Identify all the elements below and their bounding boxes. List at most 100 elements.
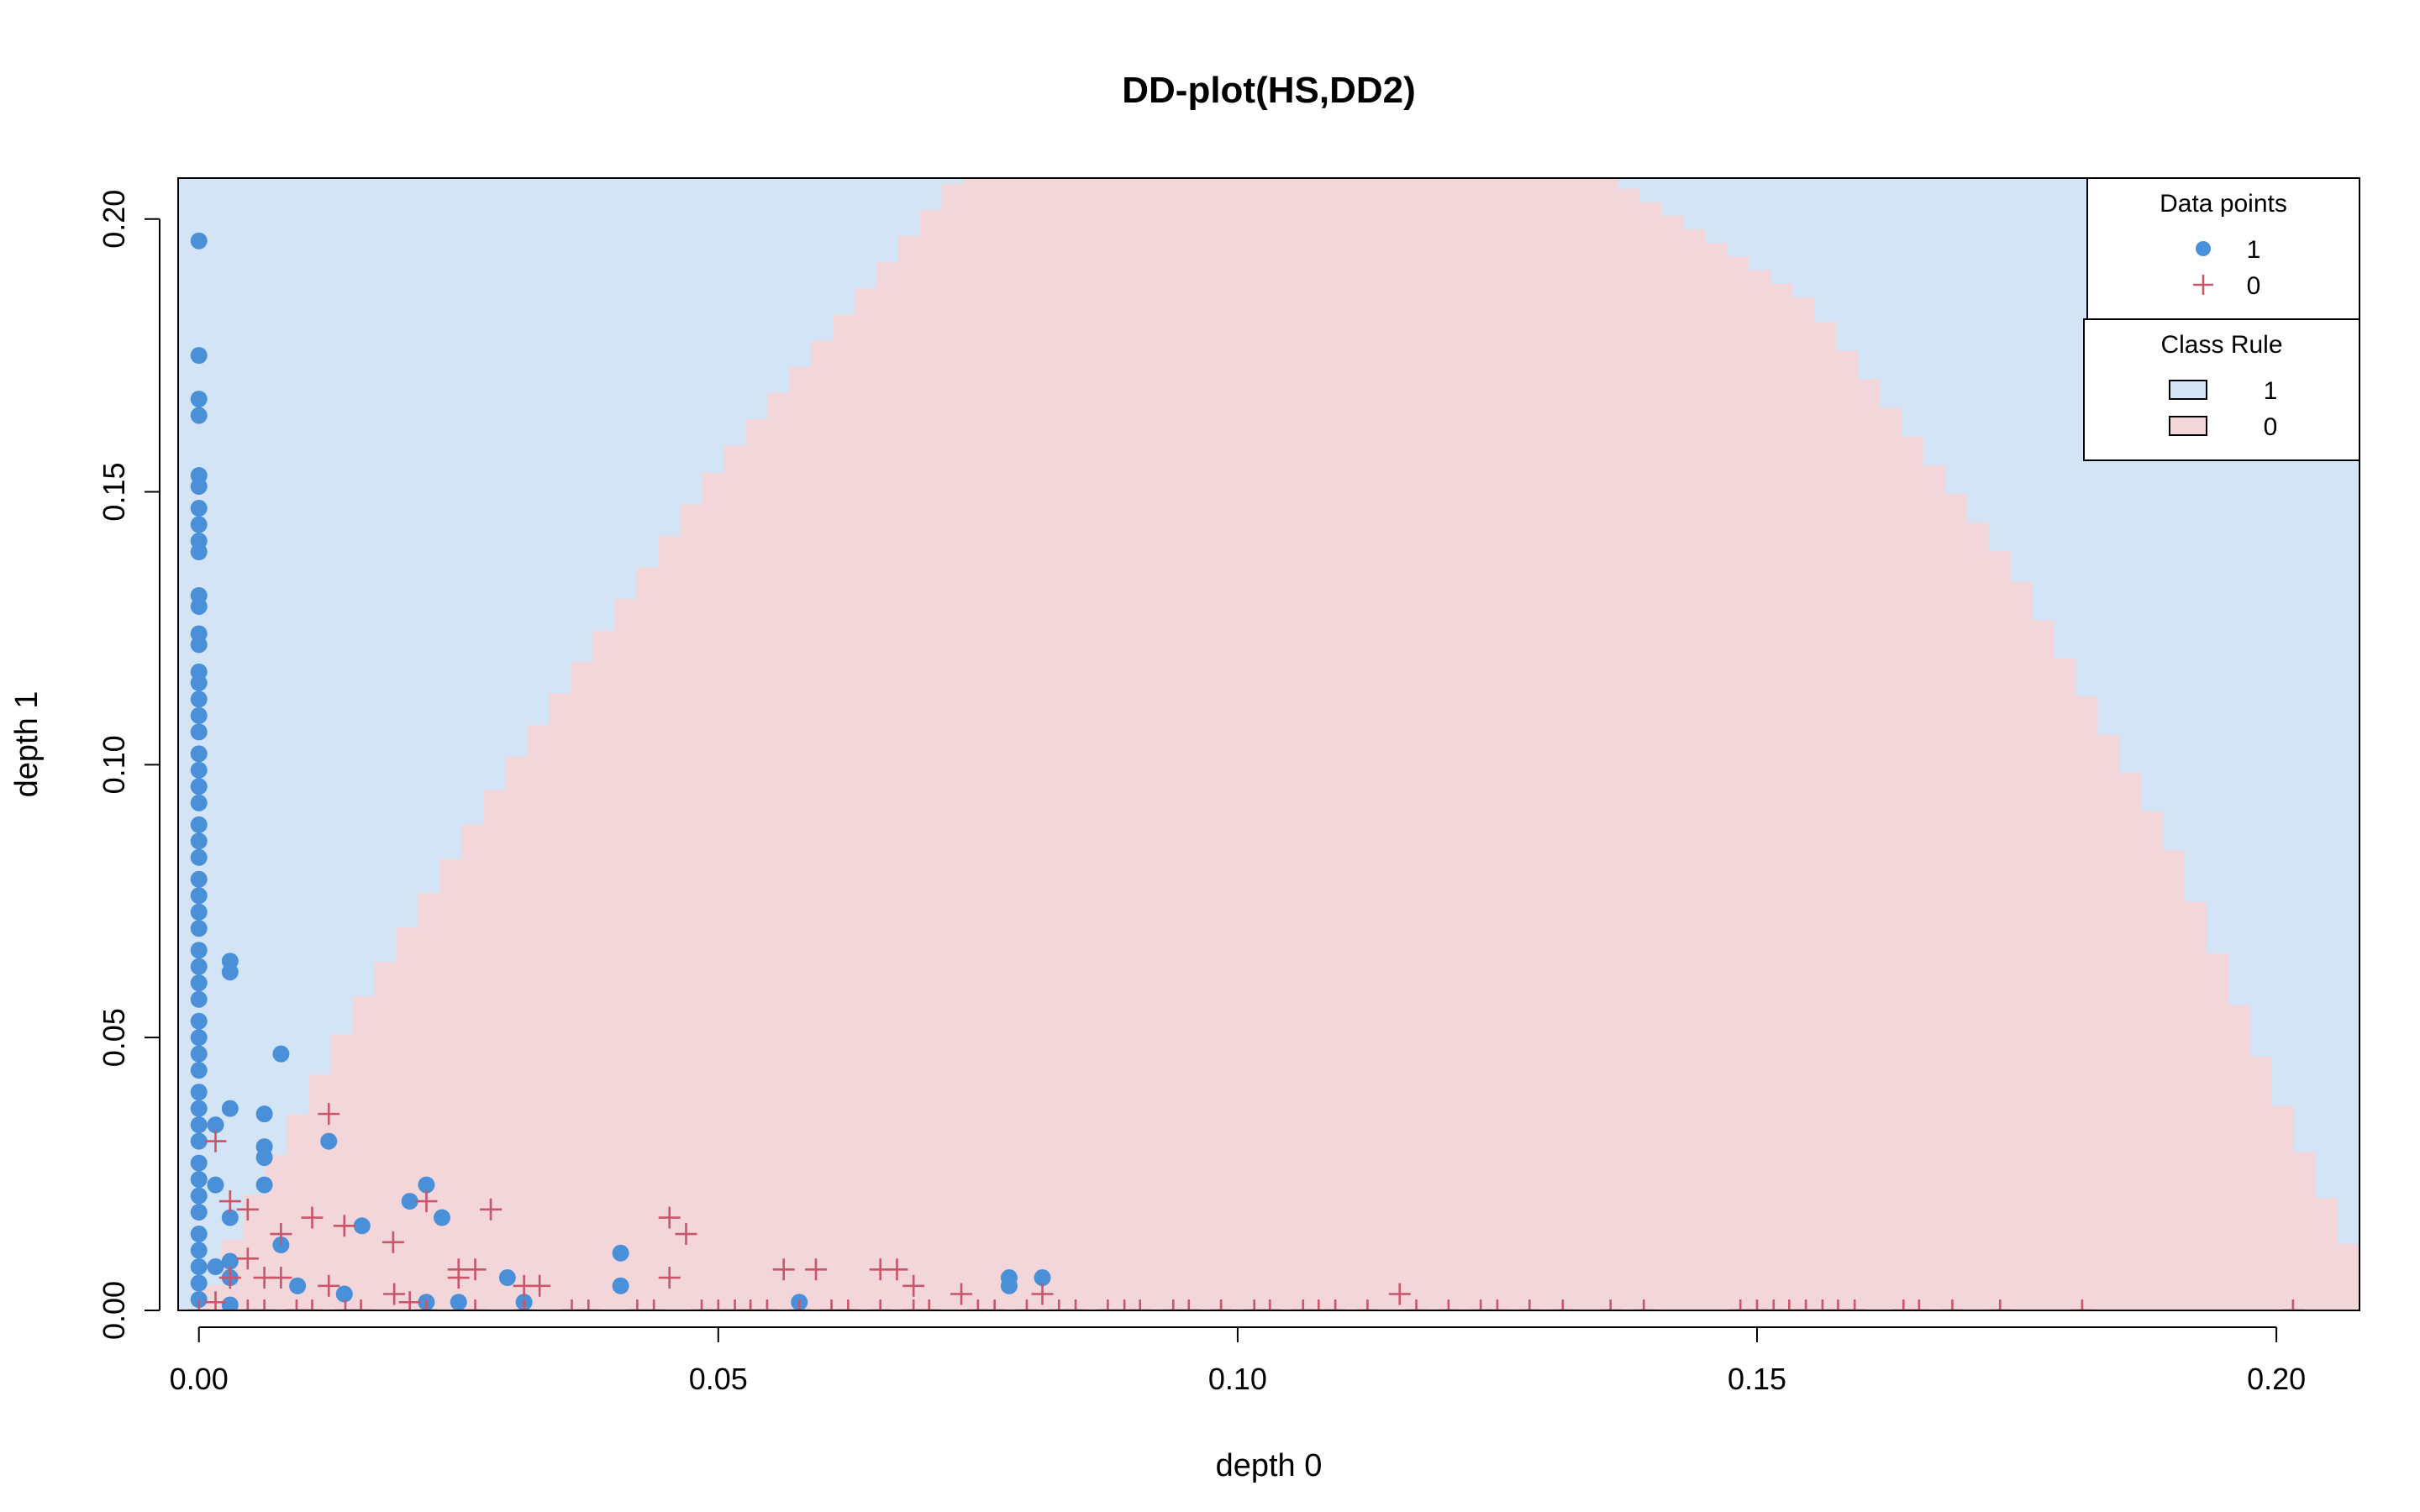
data-point-class-0 — [1177, 1299, 1200, 1310]
data-point-class-1 — [207, 1258, 224, 1276]
data-point-class-0 — [837, 1299, 860, 1310]
data-point-class-0 — [772, 1258, 795, 1281]
data-point-class-0 — [1844, 1299, 1866, 1310]
legend-entry-label: 0 — [2264, 413, 2278, 441]
data-point-class-0 — [383, 1283, 406, 1305]
class-rule-region-layer — [178, 178, 2360, 1310]
data-point-class-0 — [415, 1190, 438, 1213]
data-point-class-0 — [1729, 1299, 1752, 1310]
data-point-class-0 — [1356, 1299, 1379, 1310]
series-1 — [190, 232, 1051, 1310]
data-point-class-1 — [190, 745, 208, 763]
data-point-class-1 — [221, 1296, 239, 1310]
data-point-class-0 — [643, 1299, 666, 1310]
data-point-class-0 — [464, 1299, 487, 1310]
data-point-class-1 — [190, 674, 208, 691]
y-tick-label: 0.00 — [97, 1281, 131, 1340]
data-point-class-0 — [204, 1130, 227, 1152]
data-point-class-0 — [187, 1299, 210, 1310]
data-point-class-0 — [529, 1274, 551, 1297]
data-point-class-1 — [221, 1100, 239, 1117]
data-point-class-0 — [1292, 1299, 1314, 1310]
data-point-class-0 — [820, 1299, 843, 1310]
data-point-class-1 — [190, 1226, 208, 1243]
data-point-class-0 — [1065, 1299, 1087, 1310]
data-point-class-1 — [190, 706, 208, 724]
data-point-class-0 — [1324, 1299, 1347, 1310]
legend-circle-icon — [2196, 241, 2211, 256]
class-rule-region-0 — [178, 178, 2360, 1310]
data-point-class-1 — [255, 1149, 273, 1167]
data-point-class-1 — [190, 870, 208, 888]
legend-box — [2083, 318, 2360, 461]
data-point-class-0 — [2281, 1299, 2304, 1310]
legend-entry-label: 1 — [2264, 377, 2278, 405]
data-point-class-0 — [626, 1299, 649, 1310]
data-points-layer — [187, 232, 2304, 1310]
data-point-class-1 — [190, 347, 208, 365]
data-point-class-1 — [190, 500, 208, 517]
data-point-class-0 — [739, 1299, 762, 1310]
data-point-class-1 — [190, 636, 208, 654]
data-point-class-0 — [236, 1198, 259, 1221]
data-point-class-1 — [190, 832, 208, 850]
data-point-class-1 — [289, 1277, 307, 1294]
data-point-class-0 — [1048, 1299, 1071, 1310]
y-tick-label: 0.10 — [97, 735, 131, 794]
data-point-class-0 — [983, 1299, 1006, 1310]
data-point-class-0 — [301, 1299, 324, 1310]
data-point-class-0 — [723, 1299, 746, 1310]
data-point-class-0 — [270, 1267, 292, 1289]
data-point-class-0 — [1162, 1299, 1185, 1310]
data-point-class-1 — [190, 778, 208, 795]
data-point-class-0 — [218, 1267, 241, 1289]
data-point-class-0 — [1746, 1299, 1769, 1310]
x-tick-label: 0.05 — [689, 1362, 748, 1396]
data-point-class-1 — [190, 1012, 208, 1030]
data-point-class-0 — [1486, 1299, 1508, 1310]
data-point-class-0 — [805, 1258, 828, 1281]
data-point-class-1 — [433, 1209, 450, 1226]
x-tick-label: 0.15 — [1728, 1362, 1786, 1396]
legend-entry-label: 1 — [2247, 236, 2261, 264]
x-tick-label: 0.20 — [2247, 1362, 2306, 1396]
data-point-class-0 — [236, 1247, 259, 1270]
data-point-class-0 — [658, 1206, 681, 1229]
data-point-class-0 — [675, 1223, 697, 1246]
y-tick-label: 0.20 — [97, 190, 131, 249]
legend-layer: Data points 1 0 Class Rule 1 0 — [2083, 177, 2360, 461]
data-point-class-0 — [270, 1223, 292, 1246]
data-point-class-0 — [1795, 1299, 1818, 1310]
data-point-class-0 — [1827, 1299, 1849, 1310]
legend-swatch-icon — [2169, 380, 2207, 400]
data-point-class-0 — [1778, 1299, 1801, 1310]
legend-box — [2086, 177, 2360, 320]
data-point-class-1 — [353, 1217, 371, 1235]
data-point-class-1 — [190, 516, 208, 533]
data-point-class-1 — [612, 1244, 629, 1262]
axes-layer: 0.00 0.05 0.10 0.15 0.20 0.00 0.05 0.10 0.15 0.20 — [97, 190, 2306, 1396]
data-point-class-0 — [1113, 1299, 1136, 1310]
data-point-class-0 — [333, 1215, 355, 1237]
data-point-class-1 — [190, 232, 208, 249]
data-point-class-1 — [190, 794, 208, 811]
data-point-class-1 — [190, 1084, 208, 1101]
data-point-class-0 — [398, 1291, 421, 1310]
data-point-class-0 — [902, 1274, 925, 1297]
data-point-class-1 — [1000, 1269, 1018, 1287]
plot-frame — [177, 177, 2360, 1311]
data-point-class-0 — [1405, 1299, 1428, 1310]
data-point-class-0 — [691, 1299, 713, 1310]
y-tick-label: 0.15 — [97, 463, 131, 522]
legend-swatch-icon — [2169, 416, 2207, 436]
data-point-class-1 — [221, 963, 239, 981]
y-axis-label: depth 1 — [9, 691, 45, 798]
data-point-class-0 — [334, 1299, 357, 1310]
data-point-class-0 — [1388, 1283, 1411, 1305]
data-point-class-0 — [464, 1258, 487, 1281]
data-point-class-1 — [190, 1171, 208, 1189]
data-point-class-0 — [480, 1198, 502, 1221]
data-point-class-0 — [1031, 1283, 1054, 1305]
data-point-class-1 — [612, 1277, 629, 1294]
